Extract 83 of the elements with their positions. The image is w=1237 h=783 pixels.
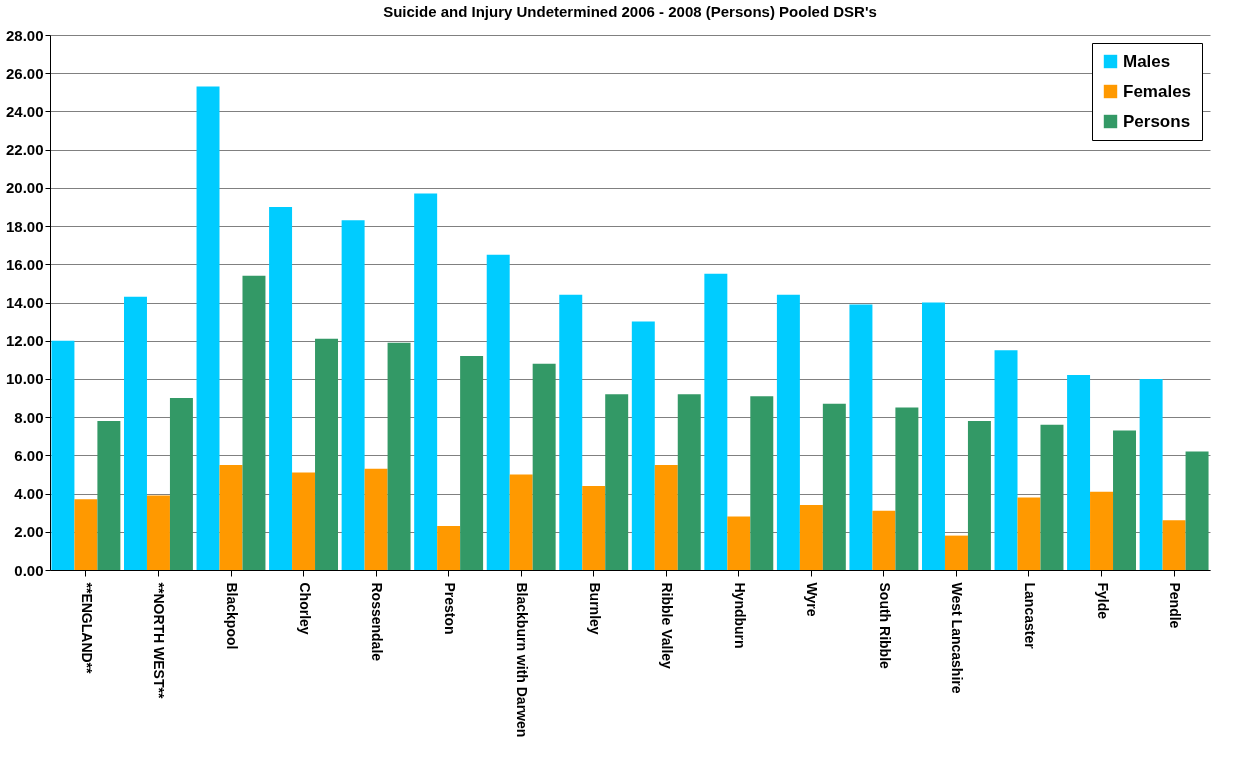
legend-label: Females	[1123, 81, 1192, 101]
y-tick-label: 18.00	[5, 217, 44, 235]
bar	[1017, 497, 1041, 570]
bar	[437, 526, 461, 570]
bar	[124, 296, 147, 570]
bar	[532, 363, 556, 570]
y-tick-label: 16.00	[5, 255, 44, 273]
bar	[51, 340, 75, 570]
bar	[269, 206, 293, 570]
bar	[582, 485, 606, 570]
bar	[994, 350, 1018, 570]
x-tick-label: Hyndburn	[731, 582, 748, 649]
chart-title: Suicide and Injury Undetermined 2006 - 2008 (Persons) Pooled DSR's	[383, 3, 877, 20]
x-tick-label: Fylde	[1094, 582, 1111, 620]
y-tick-label: 2.00	[14, 523, 44, 541]
x-tick-label: **ENGLAND**	[78, 582, 95, 675]
bar	[414, 193, 438, 570]
bar	[727, 516, 751, 570]
x-tick-label: Lancaster	[1022, 582, 1038, 650]
bar	[967, 420, 991, 570]
bar	[146, 495, 170, 570]
bar	[97, 420, 121, 570]
bar	[799, 505, 823, 570]
y-tick-label: 14.00	[5, 294, 44, 311]
legend-label: Persons	[1123, 111, 1191, 131]
x-tick-label: Ribble Valley	[659, 582, 676, 670]
bar	[219, 464, 243, 570]
bar	[895, 407, 919, 570]
y-tick-label: 0.00	[14, 561, 44, 579]
x-tick-label: Burnley	[586, 582, 603, 635]
bar	[605, 394, 629, 570]
bar	[292, 472, 316, 570]
bar	[460, 356, 484, 570]
x-tick-label: Rossendale	[369, 582, 386, 662]
y-tick-label: 4.00	[14, 485, 44, 503]
x-tick-label: Pendle	[1167, 582, 1184, 629]
bar	[1090, 491, 1114, 570]
x-tick-label: Chorley	[296, 582, 313, 635]
bar	[822, 403, 846, 570]
bar	[776, 294, 800, 570]
bar	[315, 338, 339, 570]
x-tick-label: Blackpool	[224, 582, 240, 650]
legend-label: Males	[1123, 51, 1171, 71]
y-tick-label: 28.00	[5, 26, 44, 44]
y-tick-label: 24.00	[5, 102, 44, 120]
y-tick-label: 8.00	[14, 408, 44, 426]
bar	[196, 86, 220, 570]
bar	[242, 275, 266, 570]
bar	[1139, 378, 1163, 570]
bar	[509, 474, 533, 570]
bar	[631, 321, 655, 570]
bar	[1040, 424, 1064, 570]
y-tick-label: 20.00	[5, 179, 44, 197]
bar	[387, 342, 411, 570]
bar	[849, 304, 873, 570]
bar	[1113, 430, 1136, 570]
bar	[364, 468, 388, 570]
bar	[921, 302, 945, 570]
x-tick-label: West Lancashire	[949, 582, 966, 694]
bar	[341, 220, 365, 570]
bar	[677, 394, 701, 570]
x-tick-label: **NORTH WEST**	[151, 582, 168, 699]
x-tick-label: Preston	[441, 582, 458, 635]
bar	[1067, 375, 1091, 570]
y-tick-label: 22.00	[5, 141, 44, 159]
y-tick-label: 6.00	[14, 446, 44, 464]
bar	[872, 510, 896, 570]
x-tick-label: South Ribble	[876, 582, 893, 670]
bar	[1162, 520, 1186, 570]
x-tick-label: Blackburn with Darwen	[514, 582, 531, 738]
x-tick-label: Wyre	[804, 582, 821, 617]
bar	[654, 464, 678, 570]
y-tick-label: 26.00	[5, 64, 44, 82]
bar	[704, 273, 728, 570]
bar	[1185, 451, 1209, 570]
bar	[559, 294, 583, 570]
y-tick-label: 10.00	[5, 370, 44, 388]
bar	[486, 254, 510, 570]
bar	[750, 396, 774, 570]
bar	[169, 398, 193, 570]
bar	[944, 535, 968, 570]
bar	[74, 499, 98, 570]
y-tick-label: 12.00	[5, 332, 44, 350]
